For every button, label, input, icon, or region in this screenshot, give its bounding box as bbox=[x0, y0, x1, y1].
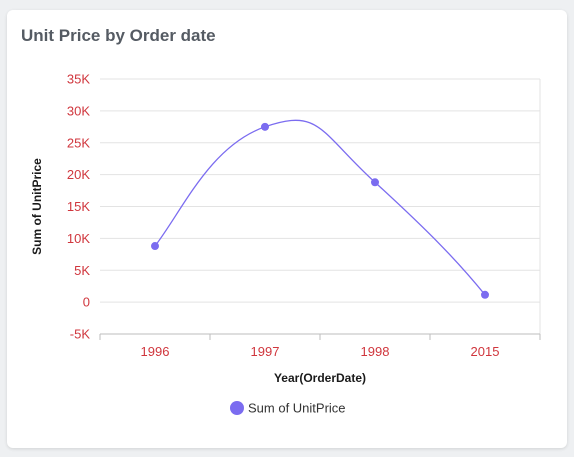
series-layer[interactable] bbox=[151, 119, 489, 299]
series-line bbox=[154, 119, 486, 296]
y-tick-label: 0 bbox=[83, 295, 90, 310]
y-tick-label: 5K bbox=[74, 263, 90, 278]
y-tick-label: 30K bbox=[67, 103, 90, 118]
y-axis-ticks: -5K 0 5K 10K 15K 20K 25K 30K 35K bbox=[67, 72, 90, 342]
legend-label: Sum of UnitPrice bbox=[248, 401, 346, 416]
x-tick-label: 2015 bbox=[471, 344, 500, 359]
x-tick-label: 1997 bbox=[251, 344, 280, 359]
x-axis-title: Year(OrderDate) bbox=[274, 371, 366, 385]
legend-marker bbox=[230, 401, 244, 415]
y-axis-title: Sum of UnitPrice bbox=[30, 158, 44, 255]
gridlines bbox=[100, 78, 541, 335]
y-tick-label: 25K bbox=[67, 135, 90, 150]
chart-title: Unit Price by Order date bbox=[21, 26, 216, 45]
data-point[interactable] bbox=[151, 242, 159, 251]
y-tick-label: 20K bbox=[67, 167, 90, 182]
y-tick-label: 35K bbox=[67, 72, 90, 87]
x-tick-label: 1998 bbox=[361, 344, 390, 359]
data-point[interactable] bbox=[371, 178, 379, 187]
chart-card: Unit Price by Order date bbox=[7, 10, 567, 448]
x-axis: 1996 1997 1998 2015 bbox=[99, 333, 541, 359]
data-point[interactable] bbox=[481, 290, 489, 299]
y-tick-label: 15K bbox=[67, 199, 90, 214]
legend[interactable]: Sum of UnitPrice bbox=[230, 401, 346, 416]
data-point[interactable] bbox=[261, 122, 269, 131]
y-tick-label: 10K bbox=[67, 231, 90, 246]
x-tick-label: 1996 bbox=[141, 344, 170, 359]
y-tick-label: -5K bbox=[70, 327, 91, 342]
